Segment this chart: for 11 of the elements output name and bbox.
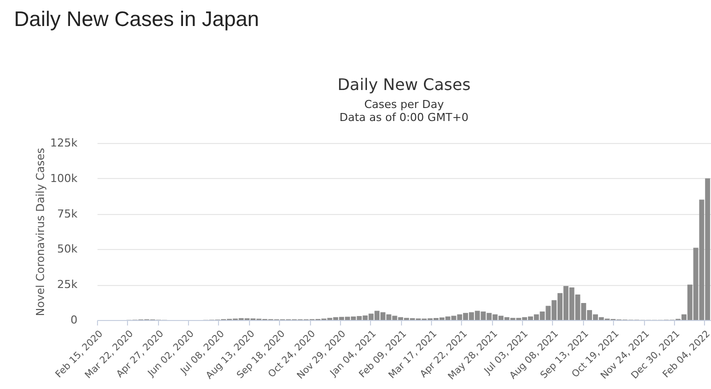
chart-subtitle: Daily New Cases	[337, 75, 471, 94]
y-tick-label: 100k	[50, 172, 78, 185]
text: Cases per Day	[364, 98, 444, 111]
y-tick-label: 75k	[57, 207, 78, 220]
chart-title: Daily New Cases in Japan	[14, 8, 260, 32]
y-tick-label: 25k	[57, 278, 78, 292]
y-tick-label: 50k	[57, 242, 78, 256]
y-tick-label: 125k	[50, 136, 78, 150]
text: Data as of 0:00 GMT+0	[340, 111, 468, 124]
y-tick-label: 0	[70, 314, 78, 326]
y-axis-title: Novel Coronavirus Daily Cases	[34, 148, 48, 316]
